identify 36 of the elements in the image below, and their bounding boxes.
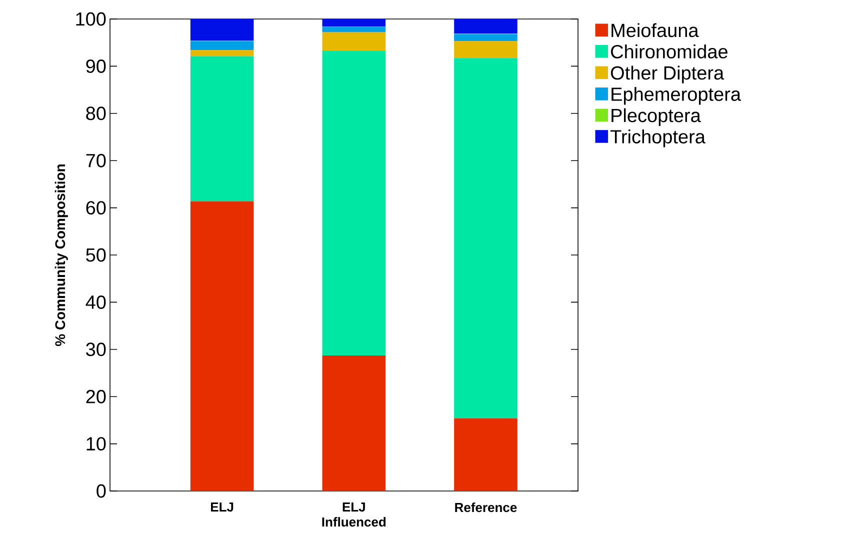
y-tick-label: 80 [86, 106, 106, 120]
bar [322, 50, 386, 356]
y-tick-label: 70 [86, 154, 106, 168]
y-tick-label: 0 [96, 484, 106, 498]
legend-label: Plecoptera [612, 108, 701, 126]
y-tick-label: 40 [86, 295, 106, 309]
legend-label: Ephemeroptera [612, 86, 742, 105]
bar [190, 41, 254, 50]
y-tick-label: 10 [86, 437, 106, 451]
y-tick-label: 90 [86, 59, 106, 73]
bar [190, 56, 254, 202]
y-tick-label: 30 [86, 342, 106, 356]
bar [322, 32, 386, 51]
bar [322, 27, 386, 32]
bar [454, 418, 518, 491]
bar [454, 41, 518, 58]
y-axis-title: % Community Composition [54, 164, 68, 346]
bar [454, 18, 518, 34]
bar [322, 18, 386, 27]
bar [454, 34, 518, 42]
x-tick-label: ELJ [211, 502, 234, 512]
x-tick-label: ELJ Influenced [322, 502, 386, 527]
y-tick-label: 100 [76, 12, 106, 26]
y-tick-label: 50 [86, 248, 106, 262]
bar [454, 58, 518, 418]
bar [322, 356, 386, 491]
legend-label: Other Diptera [610, 66, 724, 84]
legend-label: Chironomidae [611, 44, 728, 58]
y-tick-label: 60 [86, 201, 106, 215]
legend-label: Trichoptera [610, 130, 706, 148]
x-tick-label: Reference [455, 502, 517, 512]
bar [190, 18, 254, 41]
bar [190, 201, 254, 491]
bar [190, 50, 254, 56]
legend-label: Meiofauna [612, 23, 699, 38]
y-tick-label: 20 [86, 390, 106, 404]
